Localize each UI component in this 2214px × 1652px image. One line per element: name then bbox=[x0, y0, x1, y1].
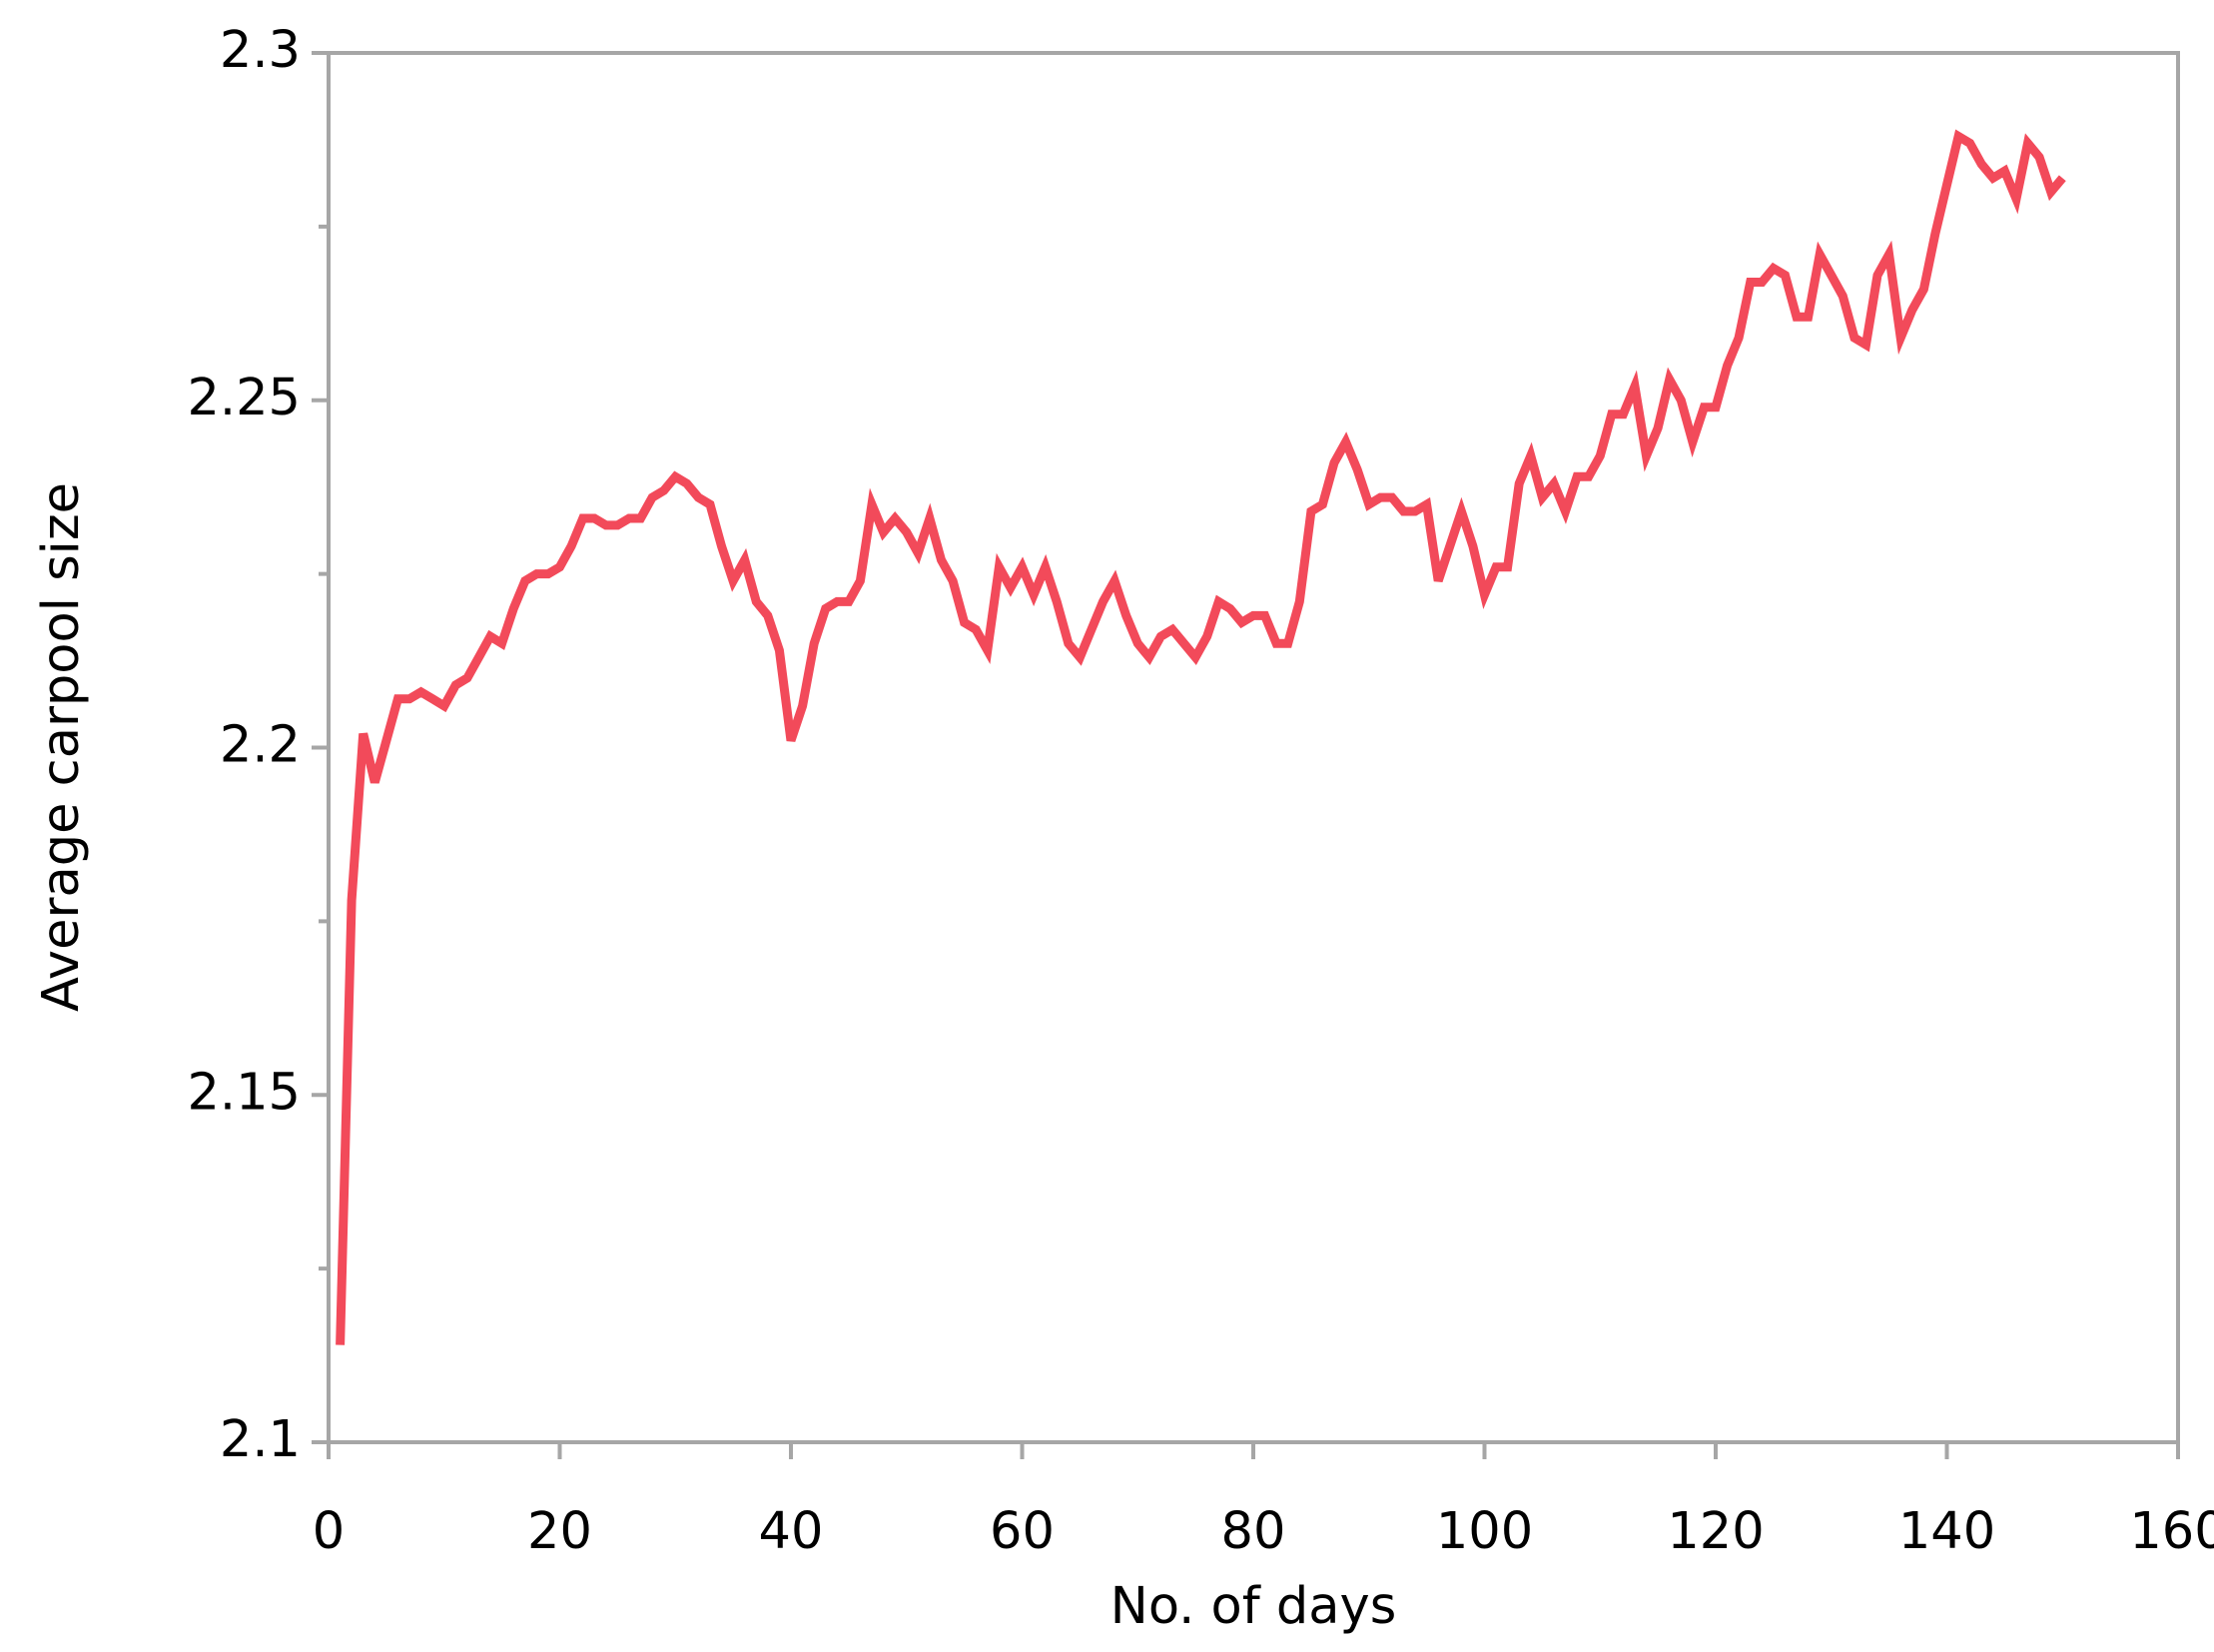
y-axis-title: Average carpool size bbox=[32, 482, 91, 1012]
y-tick-label: 2.1 bbox=[220, 1410, 301, 1469]
x-tick-label: 140 bbox=[1898, 1502, 1995, 1561]
x-tick-label: 80 bbox=[1221, 1502, 1286, 1561]
x-tick-label: 20 bbox=[527, 1502, 592, 1561]
x-tick-label: 0 bbox=[313, 1502, 345, 1561]
y-tick-label: 2.2 bbox=[220, 716, 301, 775]
x-tick-label: 160 bbox=[2129, 1502, 2214, 1561]
x-tick-label: 100 bbox=[1436, 1502, 1533, 1561]
y-tick-label: 2.25 bbox=[187, 369, 301, 427]
x-tick-label: 40 bbox=[759, 1502, 824, 1561]
plot-frame bbox=[327, 51, 2180, 1444]
x-tick-label: 60 bbox=[990, 1502, 1055, 1561]
x-tick-label: 120 bbox=[1667, 1502, 1764, 1561]
data-line bbox=[336, 129, 2066, 1345]
x-axis-title: No. of days bbox=[1110, 1577, 1397, 1636]
y-tick-label: 2.3 bbox=[220, 21, 301, 80]
y-tick-label: 2.15 bbox=[187, 1063, 301, 1122]
